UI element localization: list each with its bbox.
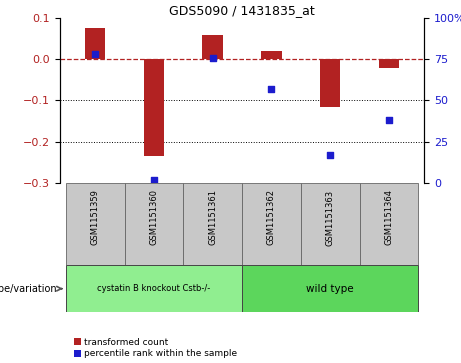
Text: wild type: wild type (306, 284, 354, 294)
Text: GSM1151359: GSM1151359 (91, 189, 100, 245)
Point (326, 152, 334, 158)
Point (385, 117, 393, 123)
Point (150, 177, 158, 183)
Bar (360, 183, 418, 265)
Point (268, 86, 275, 92)
Text: GSM1151363: GSM1151363 (325, 189, 335, 245)
Legend: transformed count, percentile rank within the sample: transformed count, percentile rank withi… (74, 338, 237, 359)
Bar (301, 183, 360, 265)
Bar (378, 59, 399, 68)
Bar (144, 59, 164, 156)
Bar (66, 265, 242, 312)
Bar (261, 51, 282, 59)
Text: GSM1151361: GSM1151361 (208, 189, 217, 245)
Text: genotype/variation: genotype/variation (0, 284, 57, 294)
Text: GSM1151360: GSM1151360 (149, 189, 159, 245)
Title: GDS5090 / 1431835_at: GDS5090 / 1431835_at (169, 4, 315, 17)
Text: cystatin B knockout Cstb-/-: cystatin B knockout Cstb-/- (97, 284, 211, 293)
Bar (320, 59, 340, 107)
Bar (183, 183, 242, 265)
Text: GSM1151364: GSM1151364 (384, 189, 393, 245)
Bar (85, 28, 106, 59)
Bar (242, 183, 301, 265)
Text: GSM1151362: GSM1151362 (267, 189, 276, 245)
Bar (66, 183, 124, 265)
Bar (202, 34, 223, 59)
Bar (242, 265, 418, 312)
Point (91, 52, 99, 57)
Point (209, 55, 216, 61)
Bar (124, 183, 183, 265)
